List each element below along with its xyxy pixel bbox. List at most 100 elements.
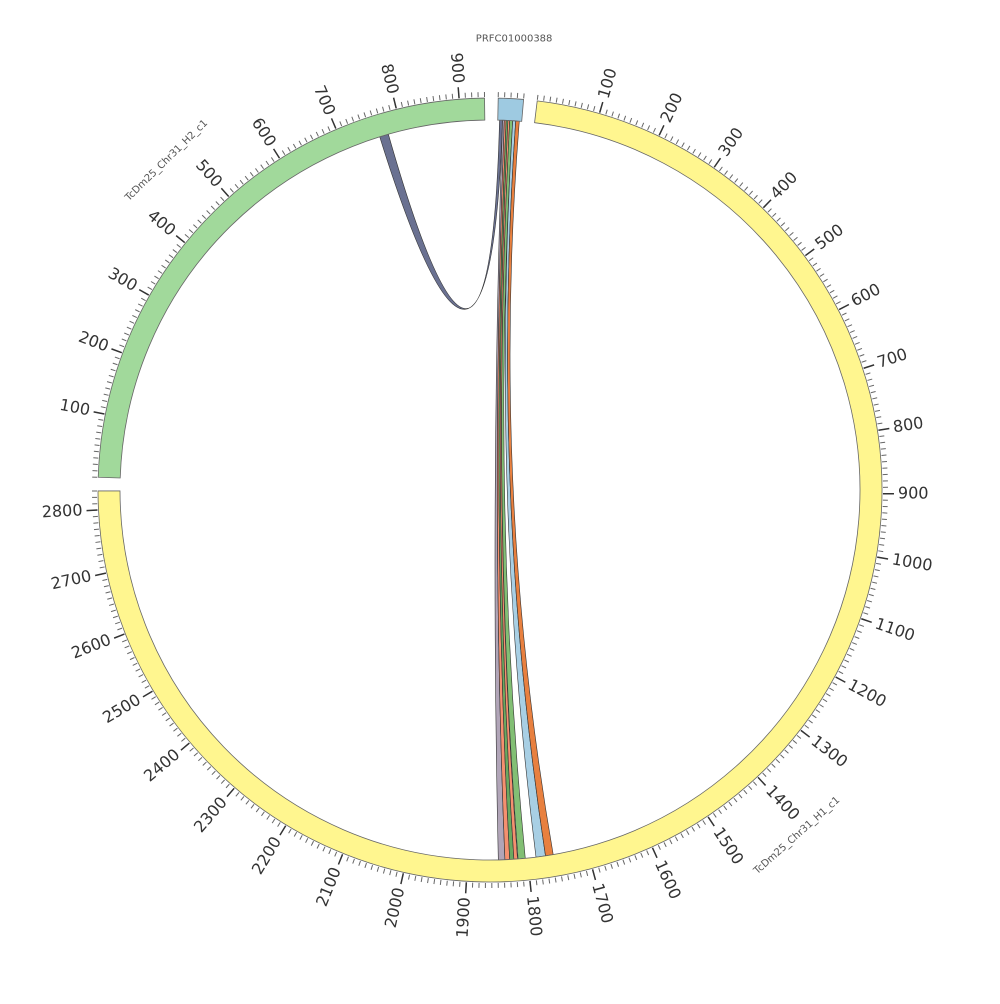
minor-tick — [203, 762, 207, 765]
tick-label: 1900 — [452, 897, 473, 939]
minor-tick — [797, 735, 801, 738]
major-tick — [458, 87, 459, 98]
minor-tick — [316, 132, 318, 136]
minor-tick — [698, 152, 701, 156]
minor-tick — [768, 209, 772, 213]
tick-label: 1400 — [762, 781, 804, 824]
major-tick — [338, 854, 342, 864]
minor-tick — [611, 864, 613, 869]
minor-tick — [862, 361, 867, 363]
minor-tick — [122, 339, 127, 341]
minor-tick — [819, 704, 823, 707]
minor-tick — [117, 628, 122, 630]
minor-tick — [235, 184, 238, 188]
minor-tick — [772, 213, 776, 216]
minor-tick — [365, 863, 367, 868]
minor-tick — [587, 104, 588, 109]
minor-tick — [359, 861, 361, 866]
minor-tick — [250, 172, 253, 176]
segment-arc — [498, 98, 524, 121]
minor-tick — [845, 319, 850, 321]
minor-tick — [115, 357, 120, 359]
minor-tick — [434, 879, 435, 884]
minor-tick — [293, 144, 295, 148]
minor-tick — [880, 442, 885, 443]
minor-tick — [299, 141, 301, 145]
major-tick — [181, 743, 189, 750]
major-tick — [878, 429, 889, 431]
minor-tick — [624, 116, 626, 121]
minor-tick — [104, 586, 109, 587]
minor-tick — [95, 542, 100, 543]
major-tick — [394, 98, 397, 109]
minor-tick — [665, 134, 667, 138]
minor-tick — [255, 168, 258, 172]
minor-tick — [317, 844, 319, 849]
minor-tick — [447, 881, 448, 886]
minor-tick — [809, 720, 813, 723]
minor-tick — [145, 686, 149, 688]
minor-tick — [328, 126, 330, 131]
minor-tick — [133, 663, 137, 665]
major-tick — [877, 557, 888, 559]
major-tick — [139, 290, 149, 295]
minor-tick — [433, 96, 434, 101]
minor-tick — [875, 410, 880, 411]
minor-tick — [725, 171, 728, 175]
minor-tick — [812, 715, 816, 718]
minor-tick — [642, 123, 644, 128]
minor-tick — [852, 643, 857, 645]
minor-tick — [396, 872, 397, 877]
minor-tick — [323, 847, 325, 852]
tick-label: 800 — [892, 413, 925, 436]
major-tick — [839, 304, 849, 309]
minor-tick — [96, 432, 101, 433]
minor-tick — [190, 748, 194, 751]
minor-tick — [816, 268, 820, 271]
minor-tick — [111, 610, 116, 612]
minor-tick — [648, 125, 650, 130]
minor-tick — [719, 167, 722, 171]
minor-tick — [857, 631, 862, 633]
minor-tick — [322, 129, 324, 134]
minor-tick — [704, 156, 707, 160]
minor-tick — [839, 671, 843, 673]
minor-tick — [241, 796, 244, 800]
minor-tick — [408, 101, 409, 106]
minor-tick — [794, 237, 798, 240]
tick-label: 400 — [766, 168, 801, 203]
minor-tick — [767, 769, 771, 773]
minor-tick — [383, 107, 384, 112]
minor-tick — [97, 426, 102, 427]
minor-tick — [865, 607, 870, 608]
minor-tick — [230, 189, 233, 193]
minor-tick — [866, 373, 871, 374]
minor-tick — [207, 767, 211, 771]
tick-label: 100 — [594, 66, 621, 101]
minor-tick — [105, 388, 110, 389]
minor-tick — [122, 640, 127, 642]
minor-tick — [855, 637, 860, 639]
minor-tick — [358, 115, 360, 120]
minor-tick — [777, 218, 781, 221]
minor-tick — [772, 764, 776, 767]
minor-tick — [409, 875, 410, 880]
minor-tick — [347, 857, 349, 862]
minor-tick — [216, 201, 219, 205]
minor-tick — [664, 842, 666, 846]
minor-tick — [857, 348, 862, 350]
minor-tick — [173, 728, 177, 731]
minor-tick — [428, 878, 429, 883]
tick-label: 2700 — [49, 566, 93, 593]
minor-tick — [594, 106, 595, 111]
minor-tick — [693, 149, 696, 153]
minor-tick — [580, 873, 581, 878]
minor-tick — [166, 718, 170, 721]
minor-tick — [860, 355, 865, 357]
major-tick — [758, 777, 766, 785]
minor-tick — [618, 114, 620, 119]
minor-tick — [875, 570, 880, 571]
minor-tick — [94, 529, 99, 530]
minor-tick — [562, 876, 563, 881]
minor-tick — [581, 103, 582, 108]
